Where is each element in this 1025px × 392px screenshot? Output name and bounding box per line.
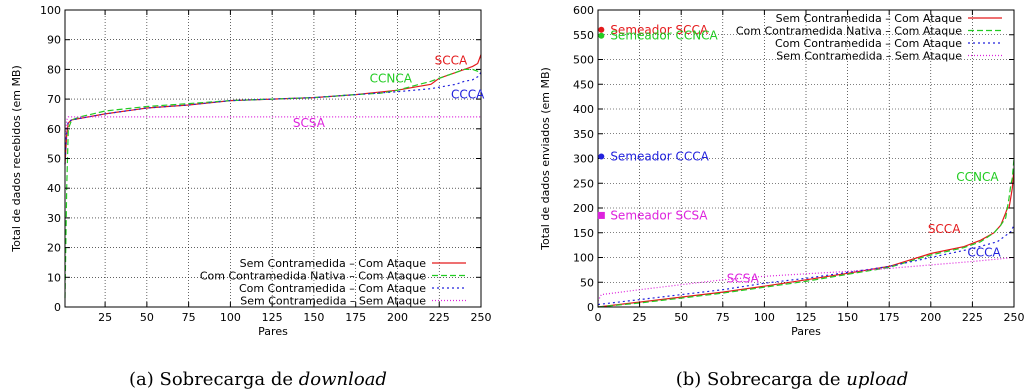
legend-label-1: Sem Contramedida – Com Ataque <box>776 12 963 25</box>
chart-download: 25 50 75 100 125 150 175 200 225 250 0 10 20 30 40 50 60… <box>10 4 492 390</box>
x-tick-label: 200 <box>920 311 941 324</box>
y-tick-label: 100 <box>40 4 61 17</box>
y-tick-label: 350 <box>573 128 594 141</box>
seed-point-label-4: Semeador SCSA <box>610 208 708 222</box>
legend-label-1: Sem Contramedida – Com Ataque <box>240 257 427 270</box>
y-tick-label: 450 <box>573 78 594 91</box>
x-tick-label: 25 <box>98 311 112 324</box>
x-tick-label: 125 <box>796 311 817 324</box>
y-tick-label: 600 <box>573 4 594 17</box>
caption-text: (a) Sobrecarga de <box>129 369 299 390</box>
annotation-3: CCCA <box>967 246 1001 260</box>
x-tick-label: 50 <box>140 311 154 324</box>
x-tick-label: 250 <box>1004 311 1025 324</box>
y-tick-label: 0 <box>587 301 594 314</box>
x-tick-label: 225 <box>429 311 450 324</box>
y-tick-label: 300 <box>573 153 594 166</box>
annotation-1: SCCA <box>435 53 468 67</box>
annotation-2: SCCA <box>928 222 961 236</box>
series-line-3 <box>64 72 482 165</box>
y-tick-label: 250 <box>573 177 594 190</box>
x-tick-label: 150 <box>303 311 324 324</box>
x-tick-label: 75 <box>716 311 730 324</box>
y-tick-label: 60 <box>47 123 61 136</box>
series-line-1 <box>64 54 482 165</box>
annotation-3: CCCA <box>451 88 485 102</box>
annotation-1: CCNCA <box>956 170 999 184</box>
x-tick-label: 175 <box>345 311 366 324</box>
y-axis-label: Total de dados enviados (em MB) <box>539 67 552 251</box>
x-tick-label: 50 <box>674 311 688 324</box>
legend-label-3: Com Contramedida – Com Ataque <box>239 282 426 295</box>
caption: (a) Sobrecarga de download <box>129 369 387 390</box>
legend-label-3: Com Contramedida – Com Ataque <box>775 37 962 50</box>
y-tick-label: 40 <box>47 182 61 195</box>
x-axis-label: Pares <box>791 325 821 338</box>
x-tick-label: 100 <box>220 311 241 324</box>
y-tick-label: 500 <box>573 54 594 67</box>
seed-point-2 <box>598 32 605 39</box>
x-tick-label: 75 <box>182 311 196 324</box>
y-tick-label: 90 <box>47 34 61 47</box>
y-tick-label: 150 <box>573 227 594 240</box>
y-tick-label: 400 <box>573 103 594 116</box>
y-tick-label: 70 <box>47 93 61 106</box>
caption-emphasis: upload <box>846 369 908 390</box>
y-tick-label: 20 <box>47 242 61 255</box>
y-tick-label: 200 <box>573 202 594 215</box>
x-tick-label: 200 <box>387 311 408 324</box>
seed-point-label-2: Semeador CCNCA <box>610 29 718 43</box>
legend-label-4: Sem Contramedida – Sem Ataque <box>240 295 426 308</box>
annotation-4: SCSA <box>727 271 760 285</box>
legend-label-4: Sem Contramedida – Sem Ataque <box>776 50 962 63</box>
seed-point-4 <box>597 211 605 219</box>
seed-point-1 <box>598 26 605 33</box>
seed-point-label-3: Semeador CCCA <box>610 150 709 164</box>
chart-upload: 0 25 50 75 100 125 150 175 200 225 250 0 50 100 150 200… <box>539 4 1025 390</box>
y-tick-label: 100 <box>573 252 594 265</box>
seed-point-3 <box>598 153 605 160</box>
annotation-4: SCSA <box>293 116 326 130</box>
x-tick-label: 250 <box>471 311 492 324</box>
x-tick-label: 225 <box>962 311 983 324</box>
annotation-2: CCNCA <box>370 71 413 85</box>
x-axis-label: Pares <box>258 325 288 338</box>
y-tick-label: 30 <box>47 212 61 225</box>
x-tick-label: 175 <box>879 311 900 324</box>
series-line-2 <box>597 158 1015 308</box>
series-line-4 <box>64 116 481 144</box>
y-tick-label: 10 <box>47 271 61 284</box>
seed-point-label-1: Semeador SCCA <box>610 23 709 37</box>
x-tick-label: 25 <box>633 311 647 324</box>
series-line-3 <box>597 225 1015 306</box>
caption: (b) Sobrecarga de upload <box>676 369 909 390</box>
legend-label-2: Com Contramedida Nativa – Com Ataque <box>736 25 962 38</box>
caption-text: (b) Sobrecarga de <box>676 369 847 390</box>
y-tick-label: 550 <box>573 29 594 42</box>
x-tick-label: 150 <box>837 311 858 324</box>
y-tick-label: 80 <box>47 63 61 76</box>
legend-label-2: Com Contramedida Nativa – Com Ataque <box>200 270 426 283</box>
x-tick-label: 100 <box>754 311 775 324</box>
y-tick-label: 0 <box>54 301 61 314</box>
x-tick-label: 0 <box>595 311 602 324</box>
y-tick-label: 50 <box>47 153 61 166</box>
series-line-4 <box>597 256 1015 302</box>
y-axis-label: Total de dados recebidos (em MB) <box>10 65 23 253</box>
x-tick-label: 125 <box>262 311 283 324</box>
y-tick-label: 50 <box>580 276 594 289</box>
caption-emphasis: download <box>299 369 387 390</box>
